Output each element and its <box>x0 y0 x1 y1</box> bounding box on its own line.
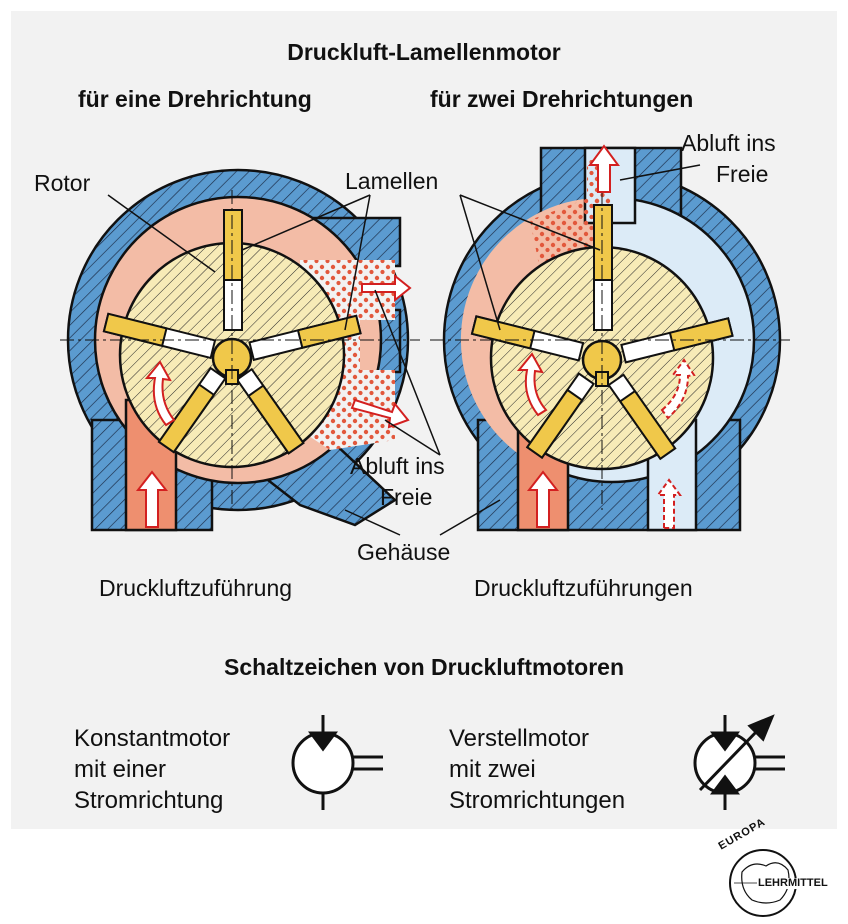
left-heading: für eine Drehrichtung <box>78 86 312 112</box>
left-motor <box>60 168 420 532</box>
leader-lines <box>107 164 701 536</box>
symbol-constant-motor <box>291 715 383 810</box>
label-housing: Gehäuse <box>357 539 451 565</box>
right-label-exhaust-line1: Abluft ins <box>681 130 776 156</box>
constant-motor-line1: Konstantmotor <box>74 725 231 752</box>
variable-motor-line2: mit zwei <box>449 756 536 783</box>
right-motor <box>430 144 790 532</box>
right-heading: für zwei Drehrichtungen <box>430 86 694 112</box>
right-label-supply: Druckluftzuführungen <box>474 575 693 601</box>
variable-motor-line1: Verstellmotor <box>449 725 590 752</box>
left-flow-arrows <box>135 273 412 528</box>
symbols-heading: Schaltzeichen von Druckluftmotoren <box>223 654 624 680</box>
left-vanes <box>102 209 362 455</box>
label-rotor: Rotor <box>34 170 91 196</box>
left-label-supply: Druckluftzuführung <box>99 575 293 601</box>
symbol-variable-motor <box>693 714 785 810</box>
variable-motor-line3: Stromrichtungen <box>449 787 626 814</box>
logo-text-bottom: LEHRMITTEL <box>757 877 829 889</box>
constant-motor-line2: mit einer <box>74 756 167 783</box>
right-flow-arrows <box>516 144 696 529</box>
right-label-exhaust-line2: Freie <box>716 161 769 187</box>
constant-motor-line3: Stromrichtung <box>74 787 224 814</box>
left-label-exhaust-line1: Abluft ins <box>350 453 445 479</box>
left-label-exhaust-line2: Freie <box>380 484 433 510</box>
diagram-title: Druckluft-Lamellenmotor <box>287 39 561 65</box>
label-vanes: Lamellen <box>345 168 439 194</box>
